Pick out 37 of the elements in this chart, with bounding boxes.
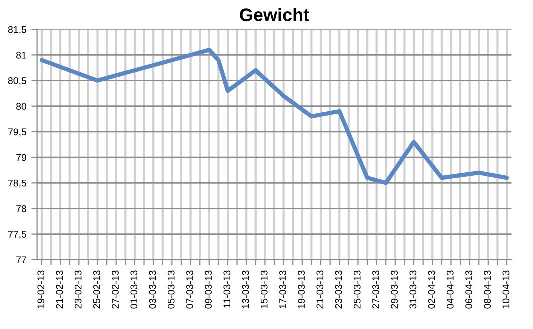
x-tick-label: 19-02-13	[38, 270, 45, 308]
x-tick-label: 25-02-13	[93, 270, 100, 309]
x-tick-label: 13-03-13	[242, 270, 250, 308]
x-tick-label: 09-03-13	[205, 270, 212, 309]
x-tick-label: 31-03-13	[410, 270, 417, 309]
x-tick-label: 11-03-13	[224, 270, 231, 308]
y-tick-label: 79,5	[8, 128, 26, 137]
x-tick-label: 03-03-13	[149, 270, 156, 309]
x-tick-label: 27-03-13	[372, 270, 380, 309]
x-tick-label: 21-03-13	[316, 270, 324, 309]
y-tick-label: 81,5	[8, 26, 26, 34]
x-tick-label: 08-04-13	[484, 270, 492, 309]
x-tick-label: 10-04-13	[502, 270, 510, 308]
chart-title: Gewicht	[240, 8, 310, 22]
y-tick-label: 78,5	[8, 180, 26, 188]
x-tick-label: 25-03-13	[354, 270, 361, 309]
y-tick-label: 80	[16, 103, 27, 110]
x-tick-label: 07-03-13	[186, 270, 194, 309]
y-tick-label: 78	[16, 205, 26, 212]
y-tick-label: 79	[16, 154, 26, 162]
y-tick-label: 81	[16, 52, 26, 59]
x-tick-label: 19-03-13	[298, 270, 306, 308]
x-tick-label: 27-02-13	[112, 270, 119, 309]
x-tick-label: 04-04-13	[446, 270, 454, 309]
x-tick-label: 05-03-13	[168, 270, 175, 309]
y-tick-label: 77,5	[8, 231, 26, 240]
y-tick-label: 80,5	[8, 78, 26, 86]
x-tick-label: 02-04-13	[428, 270, 436, 309]
y-tick-label: 77	[16, 256, 26, 264]
x-tick-label: 01-03-13	[130, 270, 138, 309]
x-tick-label: 23-03-13	[335, 270, 342, 309]
x-tick-label: 15-03-13	[260, 270, 268, 308]
x-tick-label: 17-03-13	[280, 270, 286, 308]
x-tick-label: 06-04-13	[466, 270, 472, 309]
x-tick-label: 29-03-13	[391, 270, 398, 309]
x-tick-label: 23-02-13	[74, 270, 82, 309]
x-tick-label: 21-02-13	[56, 270, 64, 309]
